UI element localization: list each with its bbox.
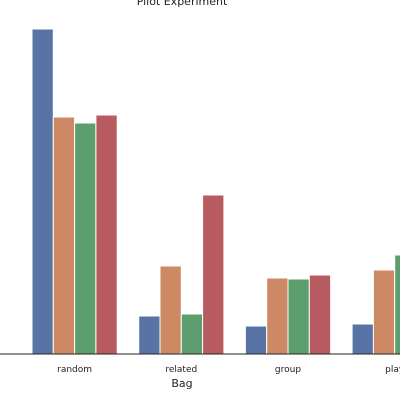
bar-play-series-1 <box>351 323 374 355</box>
x-tick-label-random: random <box>57 365 92 375</box>
bar-random-series-4 <box>95 114 118 355</box>
bars-group <box>31 28 400 355</box>
bar-play-series-3 <box>394 254 400 355</box>
bar-group-series-2 <box>266 277 289 355</box>
chart-title: Pilot Experiment <box>137 0 228 8</box>
bar-related-series-2 <box>159 265 182 355</box>
x-tick-labels: random related group play <box>57 365 400 375</box>
bar-random-series-1 <box>31 28 54 355</box>
bar-related-series-1 <box>138 315 161 355</box>
bar-random-series-2 <box>52 116 76 355</box>
bar-related-series-4 <box>202 194 225 355</box>
bar-group-series-1 <box>244 325 268 355</box>
bar-related-series-3 <box>180 313 204 355</box>
bar-group-series-3 <box>287 278 310 355</box>
bar-play-series-2 <box>372 269 396 355</box>
x-tick-label-group: group <box>275 365 301 375</box>
bar-group-series-4 <box>308 274 332 355</box>
x-tick-label-play: play <box>385 365 400 375</box>
x-tick-label-related: related <box>165 365 197 375</box>
bar-random-series-3 <box>74 122 97 355</box>
x-axis-label: Bag <box>171 377 192 390</box>
